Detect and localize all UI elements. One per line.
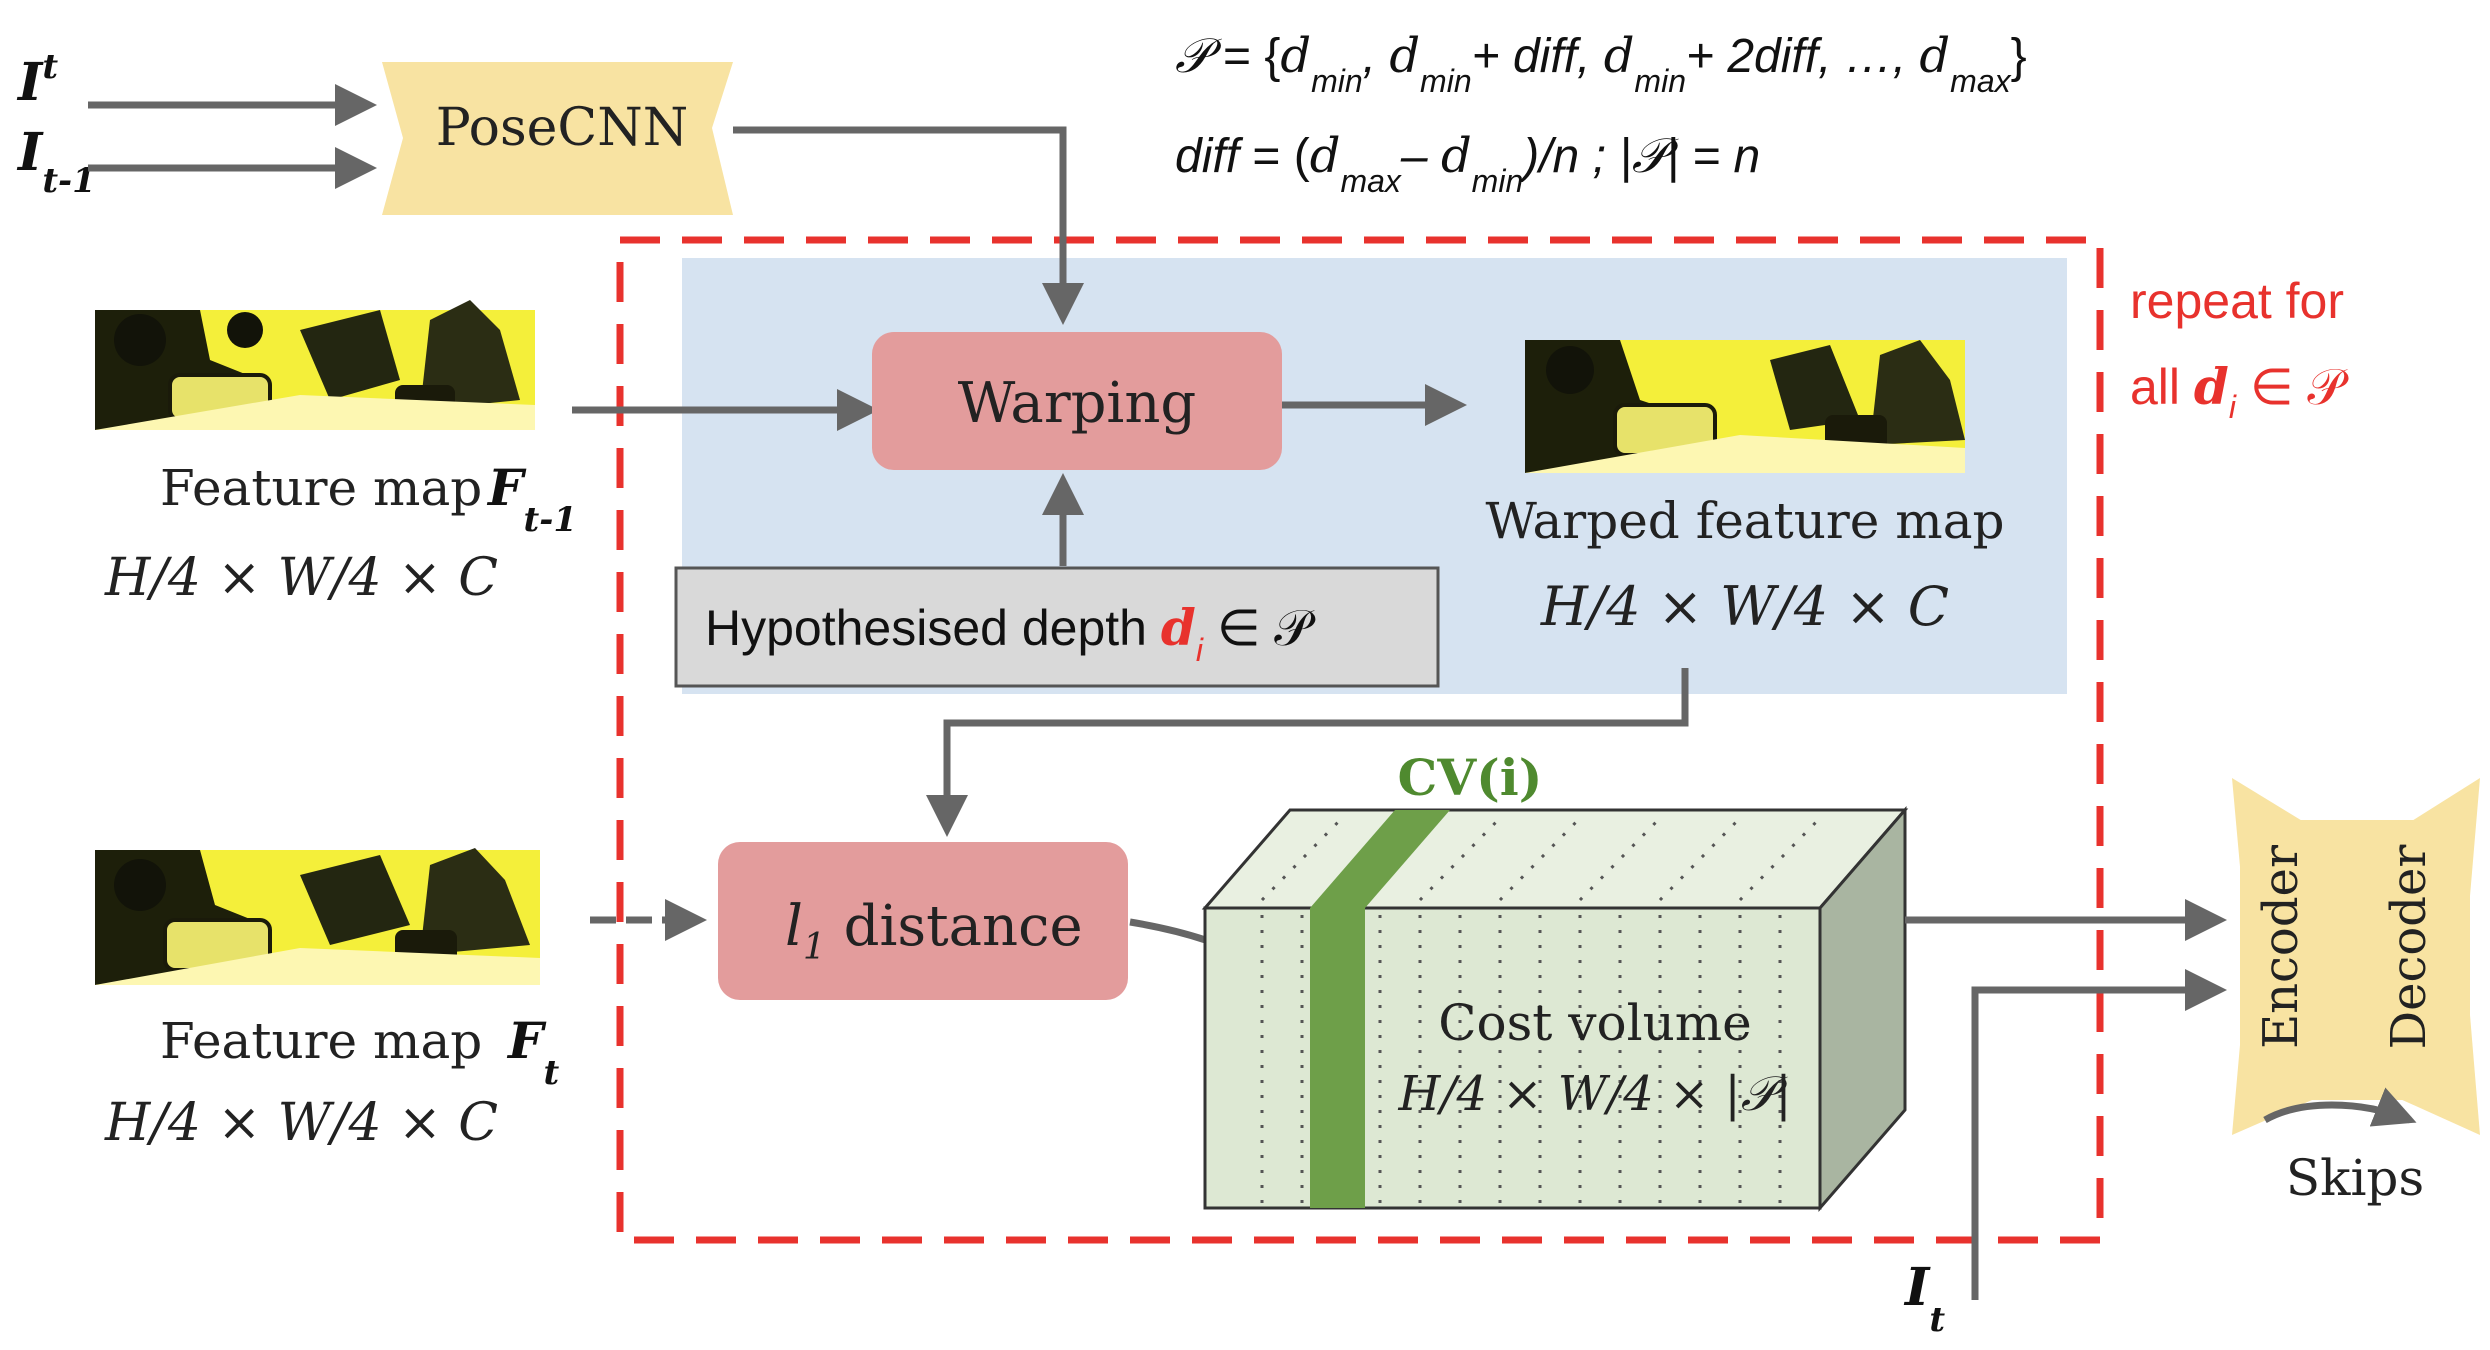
- feature-map-curr-dims: H/4 × W/4 × C: [104, 1093, 498, 1153]
- l1-distance-box: [718, 842, 1128, 1000]
- posecnn-block: [382, 62, 733, 215]
- feature-map-prev-dims: H/4 × W/4 × C: [104, 548, 498, 608]
- cost-volume-label: Cost volume: [1438, 994, 1752, 1052]
- cv-slice-label: CV(i): [1398, 748, 1543, 807]
- cost-volume-top: [1201, 808, 1909, 910]
- feature-map-prev-symbol: Ft-1: [486, 458, 577, 540]
- input-it-bottom: It: [1903, 1257, 1945, 1340]
- l1-distance-label: l1 distance: [785, 894, 1083, 968]
- input-it: It: [16, 47, 58, 113]
- warping-label: Warping: [958, 371, 1197, 436]
- feature-map-prev-label: Feature map: [160, 459, 482, 517]
- arrow-it-to-encoder: [1971, 969, 2227, 1300]
- cost-volume-front: [1203, 906, 1822, 1210]
- repeat-label: repeat for: [2130, 273, 2344, 329]
- skips-label: Skips: [2286, 1149, 2424, 1207]
- arrow-warped-to-l1: [926, 668, 1689, 837]
- input-it-prev: It-1: [16, 122, 96, 201]
- cost-volume-dims: H/4 × W/4 × |𝒫|: [1397, 1066, 1791, 1122]
- repeat-label-line2: all di ∈ 𝒫: [2130, 357, 2349, 425]
- hypothesised-depth-label: Hypothesised depth di ∈ 𝒫: [705, 598, 1316, 668]
- formula-line1: 𝒫 = {dmin, dmin+ diff, dmin+ 2diff, …, d…: [1175, 28, 2027, 99]
- skips-arrow: [2263, 1087, 2417, 1127]
- warping-box: [872, 332, 1282, 470]
- encoder-label: Encoder: [2253, 845, 2309, 1049]
- feature-map-curr-image: [95, 848, 540, 985]
- warped-feature-map-label: Warped feature map: [1485, 492, 2004, 550]
- formula-line2: diff = (dmax– dmin)/n ; |𝒫| = n: [1175, 128, 1760, 199]
- warped-feature-map-image: [1525, 340, 1965, 473]
- cv-slice-top: [1310, 810, 1450, 908]
- feature-map-prev-image: [95, 300, 535, 430]
- posecnn-label: PoseCNN: [436, 98, 688, 158]
- warped-feature-map-dims: H/4 × W/4 × C: [1540, 575, 1949, 638]
- cost-volume-dotted-lines: [1260, 813, 1825, 1205]
- hypothesised-depth-box: [674, 566, 1440, 688]
- encdec-body: [2240, 820, 2470, 1100]
- cv-slice-front: [1310, 908, 1365, 1208]
- decoder-label: Decoder: [2381, 845, 2437, 1050]
- feature-map-curr-symbol: Ft: [506, 1011, 560, 1093]
- cost-volume: [1201, 805, 1909, 1213]
- arrow-posecnn-to-warping: [733, 126, 1084, 325]
- feature-map-curr-label: Feature map: [160, 1012, 482, 1070]
